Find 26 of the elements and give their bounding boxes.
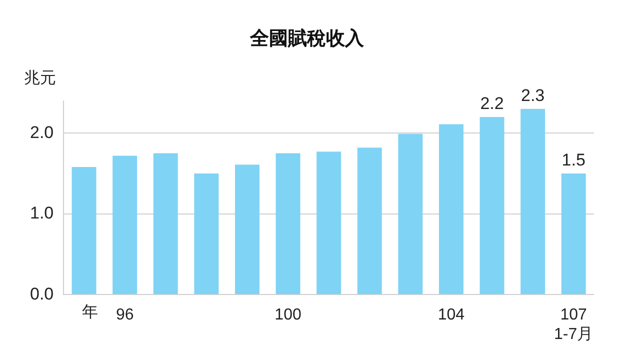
bar — [398, 134, 423, 294]
y-tick-label: 2.0 — [30, 122, 54, 142]
x-tick-label: 107 1-7月 — [554, 306, 594, 343]
bar — [316, 152, 342, 294]
x-tick-label: 96 — [116, 306, 134, 324]
y-tick-label: 1.0 — [30, 204, 54, 223]
bar — [234, 164, 260, 294]
bar — [357, 148, 382, 294]
bar — [112, 156, 138, 294]
bar — [561, 173, 586, 294]
bar — [480, 116, 504, 294]
chart-title: 全國賦稅收入 — [249, 28, 365, 50]
bar — [520, 108, 546, 294]
bar — [276, 153, 300, 294]
x-axis-title: 年 — [82, 304, 98, 322]
x-tick-label: 100 — [274, 306, 302, 324]
x-tick-label: 104 — [438, 306, 465, 324]
bar — [153, 153, 178, 294]
data-label: 1.5 — [562, 150, 586, 170]
data-label: 2.2 — [480, 94, 504, 114]
data-label: 2.3 — [520, 86, 545, 106]
bar — [438, 124, 464, 294]
bar — [72, 167, 96, 294]
bar — [194, 173, 219, 294]
y-axis-title: 兆元 — [24, 69, 56, 88]
y-tick-label: 0.0 — [30, 284, 54, 304]
